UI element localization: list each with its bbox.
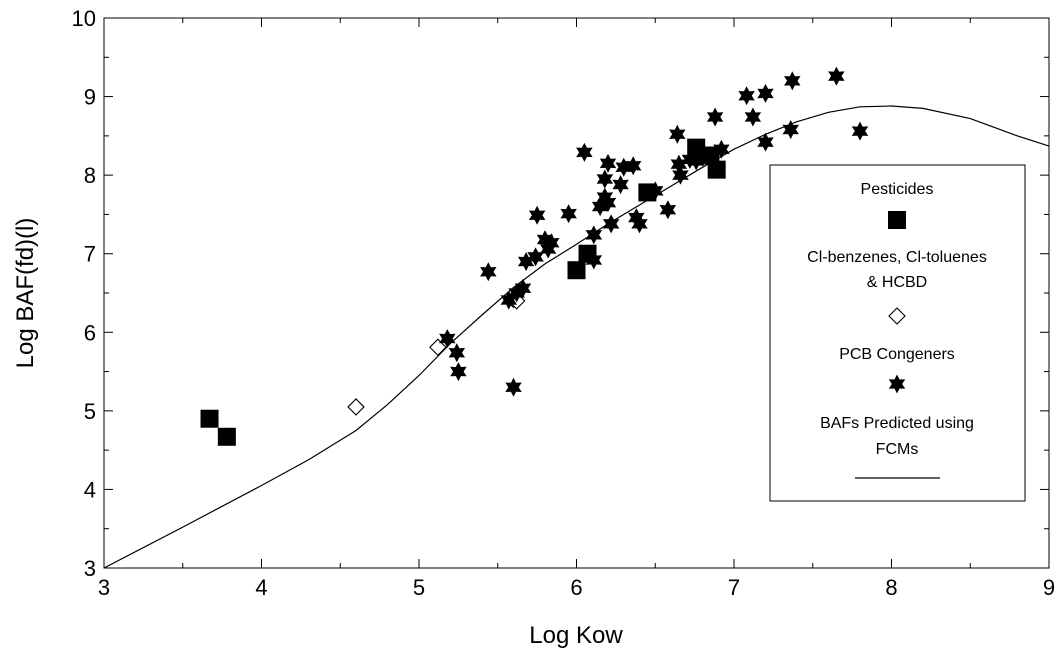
legend-marker-pesticides	[888, 211, 906, 229]
x-tick-label: 7	[728, 575, 740, 600]
pcb-point	[543, 233, 560, 253]
pcb-point	[527, 247, 544, 267]
legend-label-baf-line2: FCMs	[876, 441, 919, 458]
pesticide-point	[701, 146, 720, 165]
pcb-point	[681, 149, 699, 169]
pcb-point	[615, 157, 632, 177]
data-markers	[200, 66, 869, 446]
pcb-point	[439, 329, 456, 349]
legend: Pesticides Cl-benzenes, Cl-toluenes & HC…	[769, 164, 1026, 502]
pcb-point	[450, 362, 467, 382]
y-tick-label: 4	[84, 477, 96, 502]
pcb-point	[659, 200, 677, 220]
pcb-point	[625, 156, 642, 176]
pcb-point	[782, 120, 799, 140]
y-tick-label: 6	[84, 320, 96, 345]
legend-diamond-marker	[888, 307, 906, 325]
pesticide-point	[217, 427, 236, 446]
pcb-point	[576, 142, 593, 162]
pcb-point	[591, 197, 609, 217]
pesticide-point	[200, 409, 219, 428]
pesticide-point	[687, 138, 706, 157]
y-tick-label: 8	[84, 163, 96, 188]
pcb-point	[517, 252, 535, 272]
legend-label-cl-benzenes-line1: Cl-benzenes, Cl-toluenes	[807, 249, 987, 266]
pcb-point	[599, 193, 617, 213]
pcb-point	[628, 208, 645, 228]
pcb-point	[539, 239, 557, 259]
pesticide-point	[707, 160, 726, 179]
pcb-point	[669, 124, 686, 144]
y-tick-label: 7	[84, 242, 96, 267]
pcb-point	[713, 139, 730, 159]
pcb-point	[508, 283, 525, 303]
pcb-point	[672, 165, 689, 185]
cl-benzene-point	[429, 338, 447, 356]
x-tick-label: 6	[570, 575, 582, 600]
pcb-point	[480, 262, 497, 282]
pcb-point	[448, 343, 465, 363]
pcb-point	[757, 132, 774, 152]
pcb-point	[851, 121, 869, 141]
pcb-point	[828, 66, 845, 86]
pcb-point	[744, 107, 762, 127]
x-tick-labels: 3 4 5 6 7 8 9	[98, 575, 1055, 600]
pcb-point	[596, 169, 614, 189]
pcb-point	[596, 187, 614, 207]
x-axis-label: Log Kow	[529, 622, 623, 649]
legend-label-pcb-congeners: PCB Congeners	[839, 346, 955, 363]
legend-star-marker	[888, 374, 906, 394]
pcb-point	[612, 175, 629, 195]
pcb-point	[784, 71, 801, 91]
pcb-point	[585, 250, 603, 270]
legend-square-marker	[888, 211, 906, 229]
x-tick-label: 4	[255, 575, 267, 600]
pcb-point	[602, 214, 620, 234]
pcb-point	[688, 151, 705, 171]
cl-benzene-point	[347, 398, 365, 416]
x-tick-label: 5	[413, 575, 425, 600]
legend-marker-cl-benzenes	[888, 307, 906, 325]
pcb-point	[528, 205, 546, 225]
pcb-point	[585, 225, 603, 245]
fcm-predicted-curve	[103, 105, 1050, 569]
y-tick-labels: 3 4 5 6 7 8 9 10	[72, 6, 96, 581]
x-tick-label: 3	[98, 575, 110, 600]
legend-label-baf-line1: BAFs Predicted using	[820, 415, 974, 432]
pcb-point	[514, 278, 532, 298]
y-tick-label: 10	[72, 6, 96, 31]
pcb-point	[599, 153, 617, 173]
pcb-point	[647, 181, 664, 201]
axis-ticks	[103, 17, 1050, 569]
pcb-point	[757, 83, 774, 103]
pesticide-point	[567, 261, 586, 280]
y-tick-label: 9	[84, 85, 96, 110]
pcb-point	[738, 86, 755, 106]
pcb-point	[560, 204, 577, 224]
legend-label-cl-benzenes-line2: & HCBD	[867, 274, 927, 291]
x-tick-label: 8	[885, 575, 897, 600]
legend-marker-pcb-congeners	[888, 374, 906, 394]
legend-label-pesticides: Pesticides	[861, 181, 934, 198]
pcb-point	[505, 377, 522, 397]
y-tick-label: 5	[84, 399, 96, 424]
pcb-point	[670, 154, 688, 174]
y-tick-label: 3	[84, 556, 96, 581]
x-tick-label: 9	[1043, 575, 1055, 600]
pcb-point	[706, 107, 724, 127]
pcb-point	[500, 290, 517, 310]
pcb-point	[631, 214, 648, 234]
y-axis-label: Log BAF(fd)(l)	[12, 218, 39, 369]
